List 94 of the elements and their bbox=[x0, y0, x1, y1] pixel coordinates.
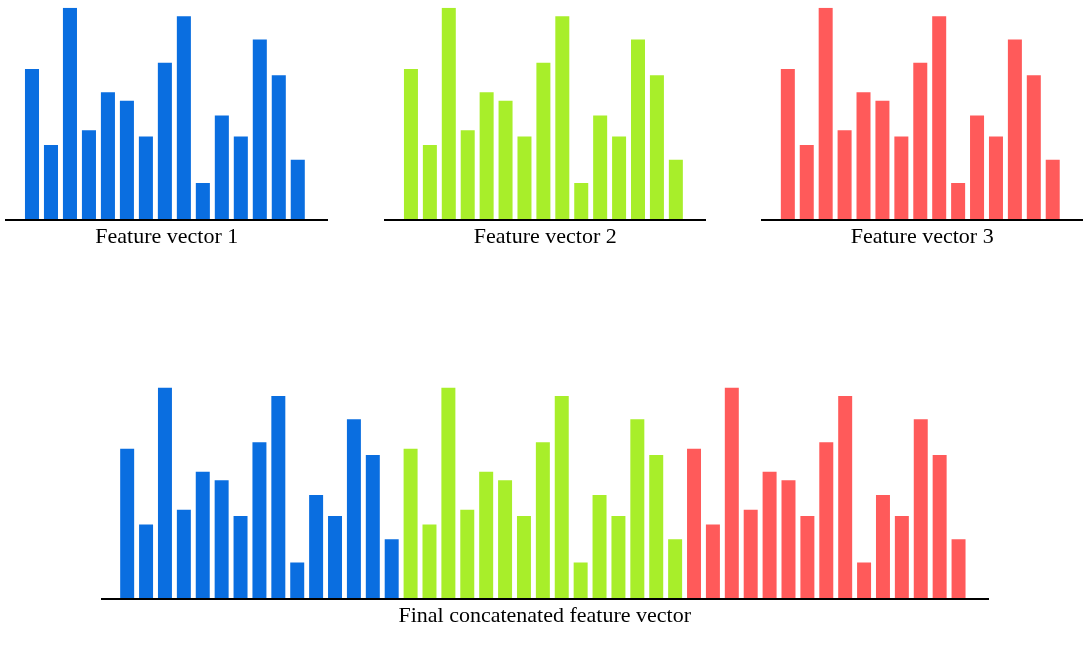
bar bbox=[951, 539, 966, 599]
bar bbox=[422, 524, 437, 599]
bar bbox=[157, 387, 172, 599]
bar bbox=[875, 495, 890, 599]
bar bbox=[630, 419, 645, 599]
bar bbox=[631, 39, 645, 219]
bar bbox=[612, 136, 627, 219]
x-axis-title: Feature vector 2 bbox=[473, 223, 617, 249]
bar bbox=[176, 16, 191, 219]
bar bbox=[214, 480, 229, 599]
bar bbox=[818, 7, 833, 219]
bar bbox=[309, 495, 324, 599]
bar bbox=[139, 524, 154, 599]
x-axis-title: Feature vector 1 bbox=[95, 223, 239, 249]
bar bbox=[516, 516, 531, 599]
bar bbox=[233, 516, 248, 599]
bar bbox=[384, 539, 399, 599]
bar bbox=[62, 7, 77, 219]
bar bbox=[837, 130, 852, 219]
bar bbox=[195, 471, 210, 599]
bar bbox=[1007, 39, 1022, 219]
bar bbox=[838, 396, 853, 599]
bar bbox=[951, 183, 966, 219]
bar bbox=[138, 136, 153, 219]
bar bbox=[705, 524, 720, 599]
bar bbox=[1045, 159, 1060, 219]
bar bbox=[271, 75, 286, 219]
bar bbox=[252, 39, 267, 219]
bar bbox=[932, 16, 947, 219]
bar bbox=[328, 516, 343, 599]
bar bbox=[479, 92, 494, 219]
bar bbox=[988, 136, 1003, 219]
bar bbox=[535, 442, 550, 599]
bar bbox=[555, 16, 570, 219]
bar bbox=[649, 454, 664, 599]
bar bbox=[346, 419, 361, 599]
bar bbox=[800, 516, 815, 599]
bar bbox=[894, 136, 909, 219]
bar bbox=[24, 69, 40, 219]
bar bbox=[403, 448, 418, 599]
bar bbox=[195, 183, 210, 219]
bar bbox=[875, 100, 890, 219]
bar bbox=[100, 92, 115, 219]
bar bbox=[290, 159, 305, 219]
bar bbox=[970, 115, 985, 219]
bar bbox=[460, 130, 475, 219]
bar bbox=[592, 495, 607, 599]
bar bbox=[799, 145, 814, 219]
bar bbox=[536, 62, 551, 219]
bar bbox=[894, 516, 909, 599]
bar bbox=[856, 92, 871, 219]
bar bbox=[649, 75, 664, 219]
x-axis-title: Final concatenated feature vector bbox=[398, 602, 692, 628]
bar bbox=[743, 509, 758, 599]
bar bbox=[781, 480, 796, 599]
bar bbox=[120, 448, 135, 599]
bar bbox=[554, 396, 569, 599]
bar bbox=[422, 145, 437, 219]
bar bbox=[687, 448, 702, 599]
bar bbox=[233, 136, 248, 219]
bar bbox=[762, 471, 777, 599]
bar bbox=[611, 516, 626, 599]
bar bbox=[724, 387, 739, 599]
bar bbox=[43, 145, 58, 219]
x-axis-title: Feature vector 3 bbox=[850, 223, 994, 249]
bar bbox=[271, 396, 286, 599]
bar bbox=[290, 562, 305, 599]
bar bbox=[913, 62, 928, 219]
bar bbox=[365, 454, 380, 599]
bar bbox=[176, 509, 191, 599]
bar bbox=[857, 562, 872, 599]
bar bbox=[403, 69, 418, 219]
bar bbox=[498, 480, 513, 599]
bar bbox=[668, 539, 683, 599]
bar bbox=[1026, 75, 1041, 219]
bar bbox=[81, 130, 96, 219]
bar bbox=[780, 69, 795, 219]
bar bbox=[157, 62, 172, 219]
bar bbox=[573, 562, 588, 599]
bar bbox=[593, 115, 608, 219]
bar bbox=[913, 419, 928, 599]
bar bbox=[460, 509, 475, 599]
bar bbox=[517, 136, 532, 219]
bar bbox=[252, 442, 267, 599]
bar bbox=[441, 387, 456, 599]
bar bbox=[668, 159, 683, 219]
bar bbox=[479, 471, 494, 599]
bar bbox=[119, 100, 134, 219]
bar bbox=[498, 100, 513, 219]
bar bbox=[932, 454, 947, 599]
bar bbox=[214, 115, 229, 219]
bar bbox=[441, 7, 456, 219]
bar bbox=[574, 183, 589, 219]
bar bbox=[819, 442, 834, 599]
